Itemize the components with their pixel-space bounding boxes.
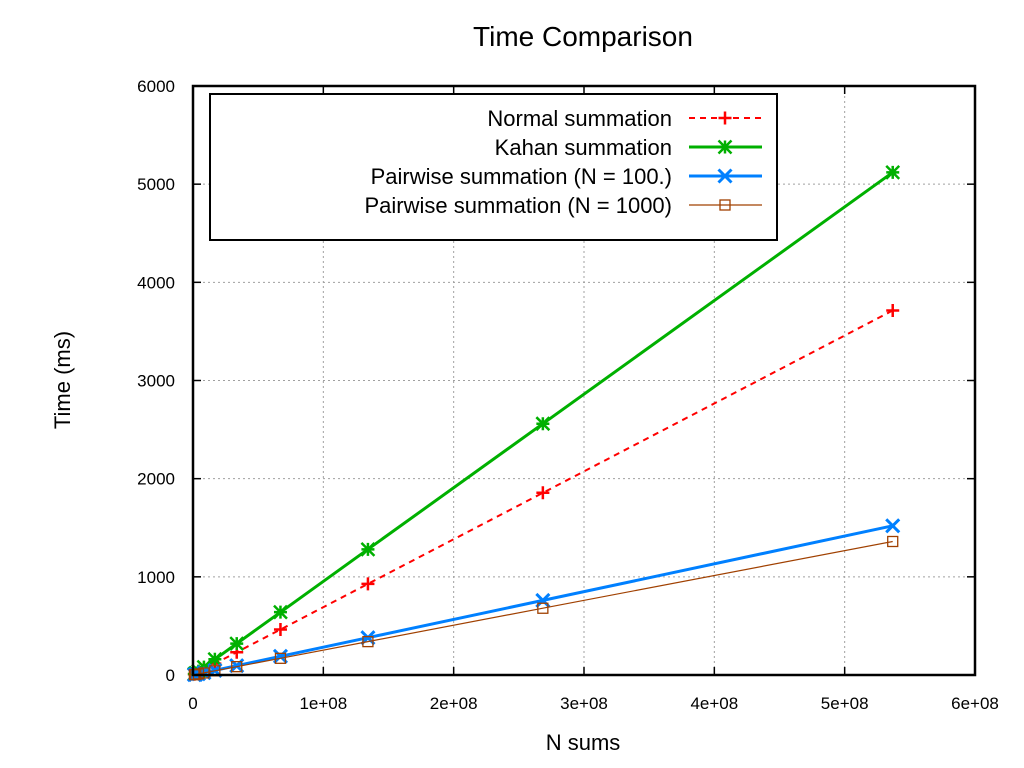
data-point	[231, 661, 243, 673]
y-tick-label: 1000	[137, 568, 175, 587]
axes: 0 1e+08 2e+08 3e+08 4e+08 5e+08 6e+08 0 1000 2000…	[137, 77, 999, 713]
y-tick-label: 3000	[137, 372, 175, 391]
data-point	[274, 652, 287, 664]
y-tick-label: 5000	[137, 175, 175, 194]
legend-marker	[718, 111, 732, 125]
x-tick-label: 3e+08	[560, 694, 608, 713]
data-point	[537, 602, 549, 614]
data-point	[207, 651, 223, 667]
x-tick-label: 2e+08	[430, 694, 478, 713]
series-3	[188, 535, 899, 681]
x-tick-label: 4e+08	[690, 694, 738, 713]
data-point	[272, 648, 289, 664]
y-axis-label: Time (ms)	[50, 331, 75, 429]
data-point	[361, 577, 375, 591]
y-tick-label: 2000	[137, 470, 175, 489]
data-point	[887, 535, 899, 548]
data-point	[535, 416, 551, 432]
data-point	[536, 486, 550, 500]
series-line	[194, 540, 893, 676]
x-tick-label: 1e+08	[299, 694, 347, 713]
x-tick-label: 6e+08	[951, 694, 999, 713]
data-point	[886, 304, 900, 318]
data-point	[885, 165, 901, 180]
x-tick-label: 0	[188, 694, 197, 713]
legend-box	[209, 93, 778, 241]
x-tick-label: 5e+08	[821, 694, 869, 713]
legend: Normal summation Kahan summation Pairwise …	[209, 93, 778, 241]
data-point	[273, 622, 287, 636]
data-point	[229, 636, 245, 651]
legend-marker	[717, 139, 733, 155]
data-point	[198, 667, 210, 679]
plot-frame	[191, 84, 977, 677]
y-tick-label: 4000	[137, 273, 175, 292]
data-point	[273, 604, 288, 620]
x-axis-label: N sums	[546, 730, 621, 755]
series-0	[187, 304, 900, 681]
y-tick-label: 0	[166, 666, 175, 685]
legend-marker	[719, 199, 731, 211]
legend-label: Pairwise summation (N = 1000)	[364, 193, 672, 218]
data-point	[885, 518, 901, 534]
legend-label: Kahan summation	[495, 135, 672, 160]
series-layer	[186, 165, 901, 683]
data-point	[535, 592, 551, 608]
data-point	[360, 541, 376, 557]
legend-label: Pairwise summation (N = 100.)	[371, 164, 672, 189]
chart-title: Time Comparison	[473, 21, 693, 52]
y-tick-label: 6000	[137, 77, 175, 96]
legend-marker	[717, 168, 733, 184]
legend-label: Normal summation	[487, 106, 672, 131]
data-point	[362, 635, 374, 648]
